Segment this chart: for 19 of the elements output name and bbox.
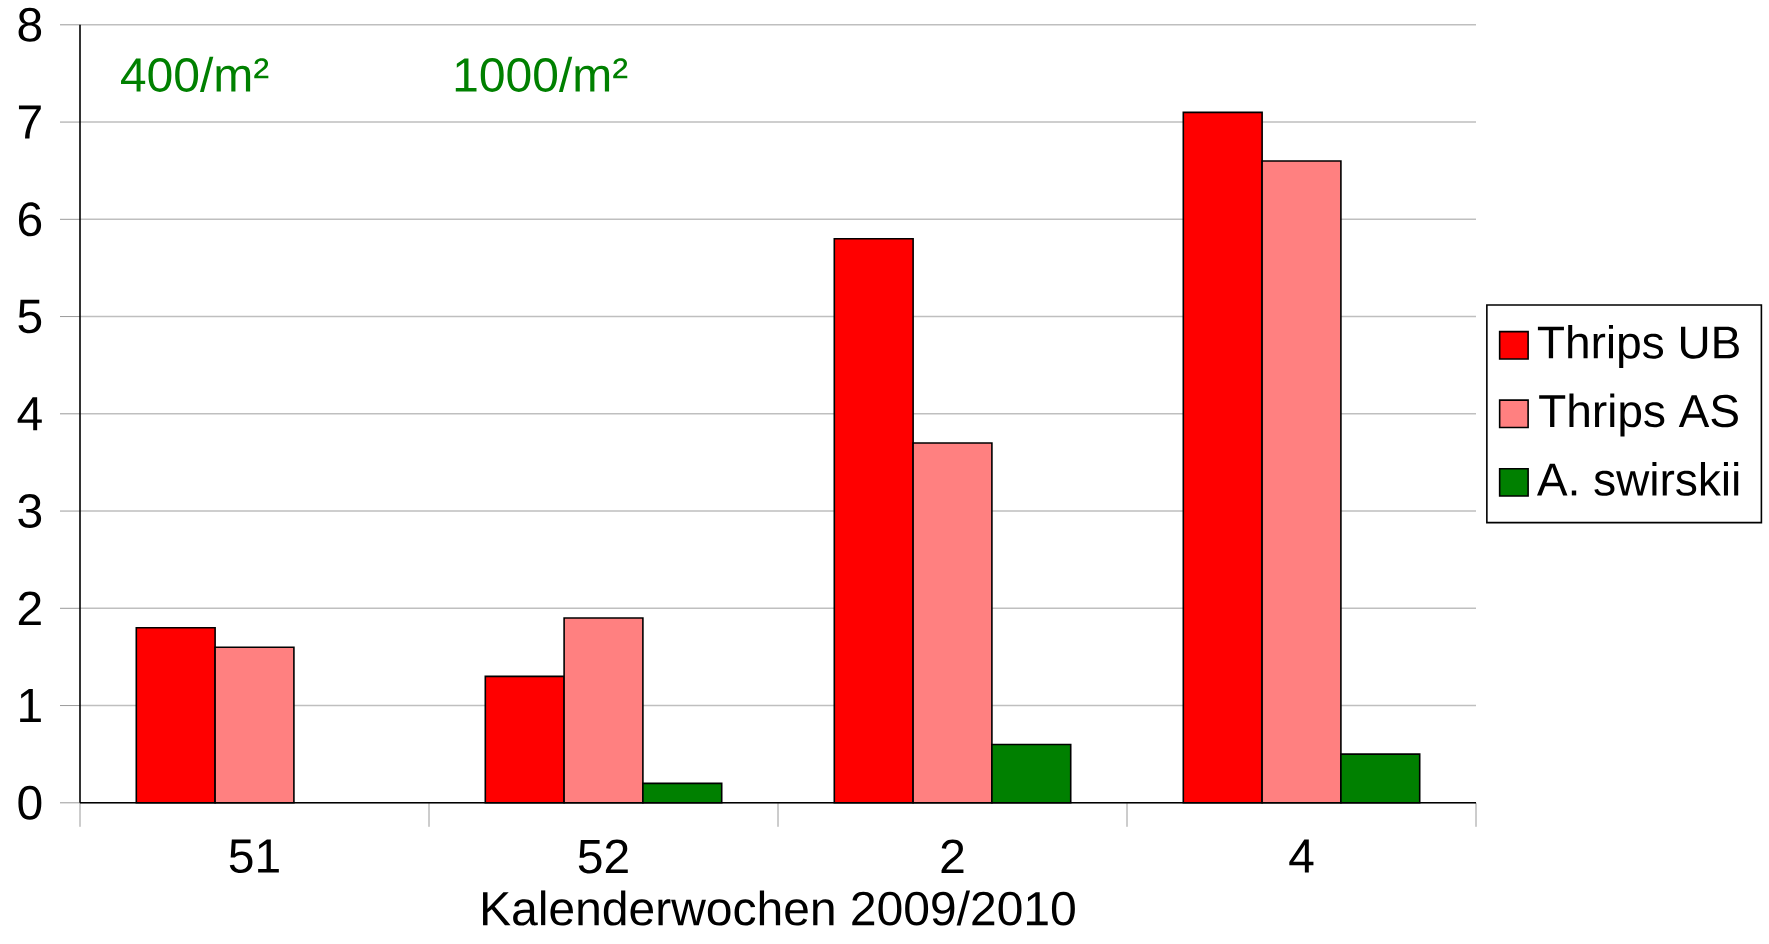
annotation: 400/m²: [121, 56, 269, 92]
y-tick-label: 2: [18, 591, 41, 626]
x-tick-label: 4: [1289, 839, 1314, 873]
y-tick-label: 7: [18, 105, 41, 139]
legend-label: A. swirskii: [1536, 462, 1739, 496]
y-tick-label: 3: [18, 494, 42, 529]
y-tick-label: 1: [20, 689, 41, 723]
x-tick-label: 52: [578, 839, 628, 874]
y-tick-label: 0: [18, 785, 42, 820]
y-tick-label: 6: [18, 202, 42, 237]
x-tick-label: 2: [941, 839, 964, 874]
x-axis-title: Kalenderwochen 2009/2010: [483, 890, 1075, 926]
annotation: 1000/m²: [455, 56, 628, 92]
x-tick-label: 51: [229, 839, 279, 874]
y-tick-label: 8: [18, 7, 42, 42]
y-tick-label: 5: [18, 299, 42, 334]
legend-label: Thrips UB: [1537, 325, 1739, 368]
y-tick-label: 4: [17, 397, 42, 431]
legend-label: Thrips AS: [1539, 393, 1738, 437]
